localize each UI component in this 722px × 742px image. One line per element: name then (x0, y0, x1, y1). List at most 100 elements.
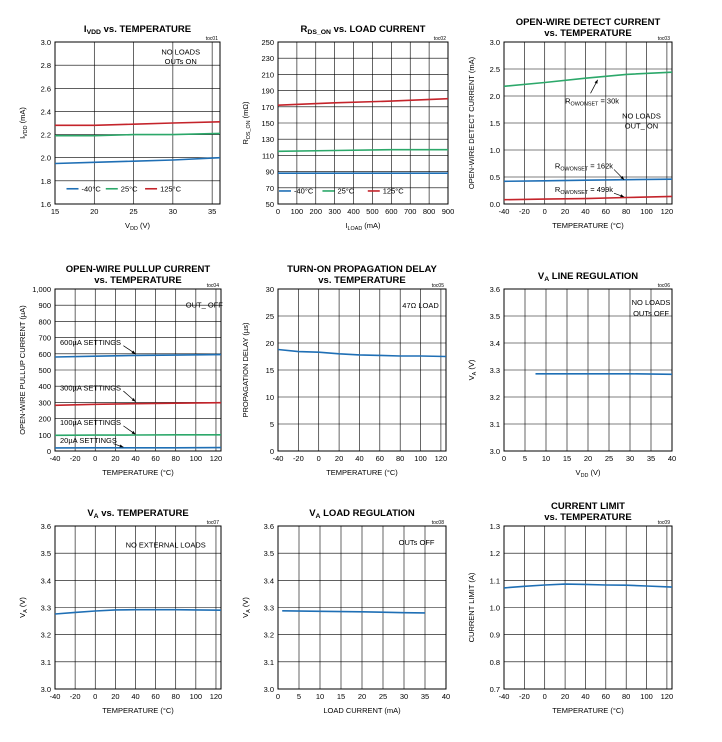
x-tick-label: 120 (661, 207, 674, 216)
y-tick-label: 90 (266, 168, 274, 177)
annotation: OUTs ON (165, 57, 197, 66)
x-tick-label: 35 (208, 207, 216, 216)
y-tick-label: 70 (266, 184, 274, 193)
x-tick-label: 15 (563, 454, 571, 463)
y-tick-label: 2.0 (490, 92, 500, 101)
x-axis-label: TEMPERATURE (°C) (102, 468, 174, 477)
y-tick-label: 900 (38, 301, 51, 310)
chart-title: OPEN-WIRE DETECT CURRENT (516, 17, 661, 28)
legend-label: 25°C (121, 184, 138, 193)
x-tick-label: 5 (523, 454, 527, 463)
text-part: (V) (588, 468, 601, 477)
x-tick-label: -20 (70, 454, 81, 463)
annotation: OUTs OFF (633, 309, 669, 318)
y-tick-label: 2.0 (41, 154, 51, 163)
x-tick-label: 100 (190, 454, 203, 463)
arrow-head (119, 444, 124, 448)
figure-code: toc08 (432, 520, 444, 526)
y-tick-label: 1.8 (41, 177, 51, 186)
figure-code: toc06 (658, 283, 670, 289)
y-tick-label: 5 (270, 420, 274, 429)
y-tick-label: 3.4 (264, 576, 274, 585)
x-tick-label: 100 (640, 207, 653, 216)
annotation: ROWONSET = 499k (555, 185, 613, 196)
x-tick-label: 200 (310, 207, 323, 216)
y-tick-label: 3.2 (264, 631, 274, 640)
series-line (282, 610, 426, 614)
y-tick-label: 0.5 (490, 173, 500, 182)
chart-title: OPEN-WIRE PULLUP CURRENT (66, 264, 211, 275)
x-tick-label: 0 (502, 454, 506, 463)
x-axis-label: VDD (V) (125, 221, 150, 232)
legend-label: -40°C (82, 184, 102, 193)
text-part: I (84, 24, 87, 35)
y-tick-label: 2.4 (41, 107, 51, 116)
y-tick-label: 3.3 (264, 604, 274, 613)
subscript: OWONSET (560, 166, 589, 172)
y-tick-label: 20 (266, 339, 274, 348)
figure-code: toc04 (207, 283, 219, 289)
text-part: R (241, 138, 250, 144)
y-tick-label: 3.5 (264, 549, 274, 558)
y-tick-label: 2.5 (490, 65, 500, 74)
text-part: R (555, 185, 561, 194)
annotation: 47Ω LOAD (402, 301, 439, 310)
text-part: LINE REGULATION (549, 271, 638, 282)
y-tick-label: 3.3 (490, 366, 500, 375)
y-tick-label: 10 (266, 393, 274, 402)
subscript: A (316, 513, 321, 520)
series-line (277, 97, 449, 106)
x-tick-label: 40 (131, 692, 139, 701)
series-line (55, 121, 221, 127)
plot-frame (503, 525, 673, 690)
text-part: V (576, 468, 581, 477)
text-part: (V) (18, 597, 27, 610)
plot-frame (503, 41, 673, 205)
series-line (503, 195, 673, 201)
text-part: vs. TEMPERATURE (99, 508, 189, 519)
y-tick-label: 3.2 (490, 393, 500, 402)
x-tick-label: 120 (435, 454, 448, 463)
y-tick-label: 100 (38, 431, 51, 440)
x-tick-label: 120 (661, 692, 674, 701)
x-tick-label: 40 (668, 454, 676, 463)
text-part: R (565, 97, 571, 106)
y-tick-label: 1.0 (490, 146, 500, 155)
y-tick-label: 250 (261, 38, 274, 47)
legend-label: -40°C (294, 186, 314, 195)
annotation: 300µA SETTINGS (60, 383, 121, 392)
plot-frame (54, 288, 222, 452)
y-tick-label: 0.8 (490, 658, 500, 667)
text-part: vs. LOAD CURRENT (331, 24, 426, 35)
y-tick-label: 170 (261, 103, 274, 112)
x-tick-label: 20 (90, 207, 98, 216)
subscript: DS_ON (246, 120, 252, 139)
y-axis-label: OPEN-WIRE DETECT CURRENT (mA) (467, 56, 476, 189)
series-line (503, 583, 673, 589)
arrow-head (620, 194, 625, 198)
x-tick-label: 40 (355, 454, 363, 463)
series-line (55, 132, 221, 137)
chart-title: vs. TEMPERATURE (318, 275, 405, 286)
text-part: V (18, 613, 27, 618)
x-tick-label: -40 (50, 692, 61, 701)
y-axis-label: VA (V) (241, 597, 252, 618)
y-tick-label: 3.1 (264, 658, 274, 667)
y-axis-label: PROPAGATION DELAY (µs) (241, 322, 250, 418)
text-part: V (309, 508, 316, 519)
y-tick-label: 1.2 (490, 549, 500, 558)
subscript: A (23, 609, 29, 613)
x-tick-label: 60 (602, 207, 610, 216)
text-part: TEMPERATURE (°C) (552, 706, 624, 715)
text-part: V (125, 221, 130, 230)
y-tick-label: 3.1 (41, 658, 51, 667)
y-tick-label: 1.0 (490, 604, 500, 613)
text-part: = 162k (588, 161, 613, 170)
x-tick-label: -20 (293, 454, 304, 463)
